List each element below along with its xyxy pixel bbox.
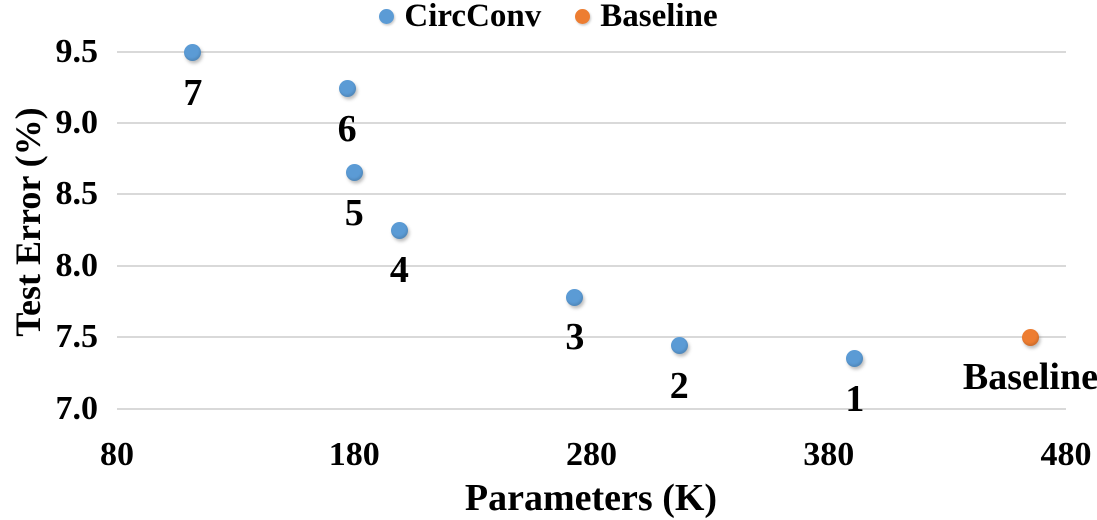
data-point-circconv-3[interactable] — [566, 288, 584, 306]
data-point-circconv-2[interactable] — [670, 337, 688, 355]
y-tick-label: 9.0 — [55, 103, 99, 141]
data-point-label: Baseline — [962, 356, 1097, 399]
gridline — [117, 407, 1066, 410]
data-point-label: 4 — [389, 249, 409, 291]
baseline-marker-icon — [575, 9, 591, 24]
y-tick-label: 8.0 — [55, 246, 99, 284]
x-axis-title: Parameters (K) — [464, 477, 718, 519]
data-point-label: 3 — [565, 316, 585, 359]
legend-item-circconv[interactable]: CircConv — [379, 0, 541, 33]
data-point-label: 1 — [845, 377, 865, 420]
y-tick-label: 7.5 — [55, 318, 99, 356]
gridline — [117, 336, 1066, 339]
data-point-label: 7 — [183, 71, 203, 114]
legend-label-circconv: CircConv — [404, 0, 542, 34]
x-tick-label: 80 — [100, 436, 134, 473]
gridline — [117, 193, 1066, 196]
gridline — [117, 121, 1066, 124]
legend-item-baseline[interactable]: Baseline — [575, 0, 718, 34]
y-tick-label: 8.5 — [55, 175, 99, 213]
data-point-label: 6 — [337, 107, 357, 150]
y-axis-title: Test Error (%) — [8, 107, 48, 337]
data-point-circconv-7[interactable] — [184, 44, 202, 62]
x-tick-label: 380 — [803, 436, 855, 473]
chart-legend: CircConv Baseline — [0, 0, 1097, 33]
x-tick-label: 480 — [1040, 436, 1092, 473]
data-point-circconv-4[interactable] — [390, 221, 408, 239]
y-tick-label: 7.0 — [55, 389, 99, 427]
y-tick-label: 9.5 — [55, 32, 99, 70]
data-point-label: 5 — [344, 191, 364, 234]
circconv-marker-icon — [379, 9, 395, 24]
data-point-circconv-5[interactable] — [345, 164, 363, 182]
data-point-circconv-6[interactable] — [338, 80, 356, 98]
gridline — [117, 264, 1066, 267]
data-point-baseline-baseline[interactable] — [1021, 328, 1039, 346]
data-point-circconv-1[interactable] — [846, 350, 864, 368]
x-tick-label: 280 — [566, 436, 617, 473]
legend-label-baseline: Baseline — [600, 0, 718, 34]
data-point-label: 2 — [669, 364, 689, 407]
gridline — [117, 50, 1066, 53]
x-tick-label: 180 — [328, 436, 380, 473]
